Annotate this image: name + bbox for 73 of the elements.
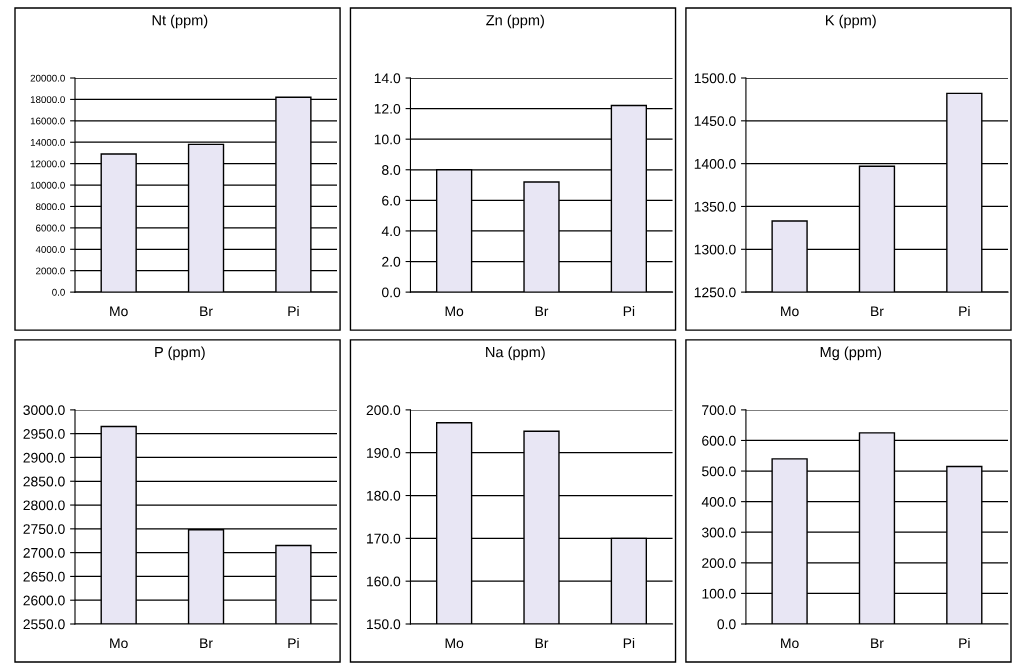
x-tick-label: Mo — [110, 638, 128, 649]
y-tick-label: 10000.0 — [30, 181, 65, 189]
chart-title: Mg (ppm) — [820, 346, 882, 361]
y-tick-label: 6000.0 — [36, 224, 65, 232]
y-tick-label: 14000.0 — [30, 138, 65, 146]
y-tick-label: 700.0 — [702, 405, 736, 416]
y-tick-label: 2750.0 — [23, 524, 65, 535]
y-tick-label: 500.0 — [702, 466, 736, 477]
x-tick-label: Pi — [959, 637, 970, 648]
y-tick-label: 3000.0 — [23, 405, 65, 416]
y-tick-label: 170.0 — [367, 533, 401, 544]
y-tick-label: 2550.0 — [23, 619, 65, 630]
chart-title: P (ppm) — [155, 346, 205, 361]
y-tick-label: 10.0 — [374, 134, 401, 145]
y-tick-label: 2850.0 — [23, 476, 65, 487]
y-tick-label: 18000.0 — [30, 96, 65, 104]
y-tick-label: 1400.0 — [694, 158, 736, 169]
y-tick-label: 2950.0 — [23, 429, 65, 439]
y-tick-label: 2600.0 — [23, 595, 65, 606]
chart-title: K (ppm) — [826, 14, 876, 29]
x-tick-label: Pi — [288, 306, 299, 317]
y-tick-label: 160.0 — [367, 576, 401, 587]
x-tick-label: Pi — [623, 637, 635, 648]
y-tick-label: 600.0 — [702, 435, 736, 446]
y-tick-label: 400.0 — [701, 496, 736, 507]
y-tick-label: 150.0 — [367, 619, 401, 630]
x-tick-label: Mo — [445, 306, 464, 317]
x-tick-label: Br — [200, 638, 213, 648]
y-tick-label: 14.0 — [374, 73, 401, 84]
y-tick-label: 0.0 — [381, 287, 401, 298]
x-tick-label: Br — [200, 306, 213, 317]
y-tick-label: 8000.0 — [35, 203, 65, 211]
x-tick-label: Br — [535, 306, 549, 317]
y-tick-label: 2000.0 — [36, 267, 65, 275]
chart-title: Nt (ppm) — [152, 14, 208, 29]
y-tick-label: 1250.0 — [694, 287, 736, 298]
x-tick-label: Mo — [110, 306, 128, 317]
x-tick-label: Br — [535, 638, 549, 648]
y-tick-label: 190.0 — [367, 448, 401, 458]
y-tick-label: 4.0 — [381, 226, 401, 237]
x-tick-label: Pi — [623, 306, 635, 317]
y-tick-label: 0.0 — [52, 288, 65, 296]
y-tick-label: 16000.0 — [30, 117, 65, 125]
y-tick-label: 2800.0 — [23, 500, 65, 511]
x-tick-label: Pi — [288, 637, 299, 648]
x-tick-label: Mo — [445, 638, 464, 649]
y-tick-label: 8.0 — [382, 165, 401, 175]
x-tick-label: Mo — [781, 638, 799, 649]
y-tick-label: 2650.0 — [23, 571, 65, 582]
x-tick-label: Mo — [781, 306, 799, 317]
y-tick-label: 100.0 — [702, 588, 736, 599]
y-tick-label: 12000.0 — [30, 160, 65, 168]
y-tick-label: 2900.0 — [23, 452, 65, 463]
y-tick-label: 1300.0 — [694, 244, 736, 255]
y-tick-label: 1350.0 — [694, 201, 736, 212]
chart-title: Zn (ppm) — [486, 14, 544, 29]
x-tick-label: Br — [871, 306, 884, 317]
y-tick-label: 12.0 — [374, 103, 401, 114]
y-tick-label: 200.0 — [702, 558, 736, 568]
y-tick-label: 2700.0 — [23, 547, 65, 558]
x-tick-label: Br — [871, 638, 884, 648]
chart-title: Na (ppm) — [486, 346, 545, 361]
y-tick-label: 4000.0 — [35, 246, 65, 253]
y-tick-label: 180.0 — [367, 490, 401, 501]
y-tick-label: 200.0 — [366, 405, 401, 416]
y-tick-label: 300.0 — [701, 527, 736, 538]
y-tick-label: 20000.0 — [30, 74, 65, 82]
y-tick-label: 0.0 — [717, 619, 736, 630]
y-tick-label: 1500.0 — [694, 73, 736, 84]
y-tick-label: 6.0 — [382, 195, 401, 206]
y-tick-label: 2.0 — [382, 256, 401, 267]
x-tick-label: Pi — [959, 306, 970, 317]
y-tick-label: 1450.0 — [694, 116, 736, 126]
